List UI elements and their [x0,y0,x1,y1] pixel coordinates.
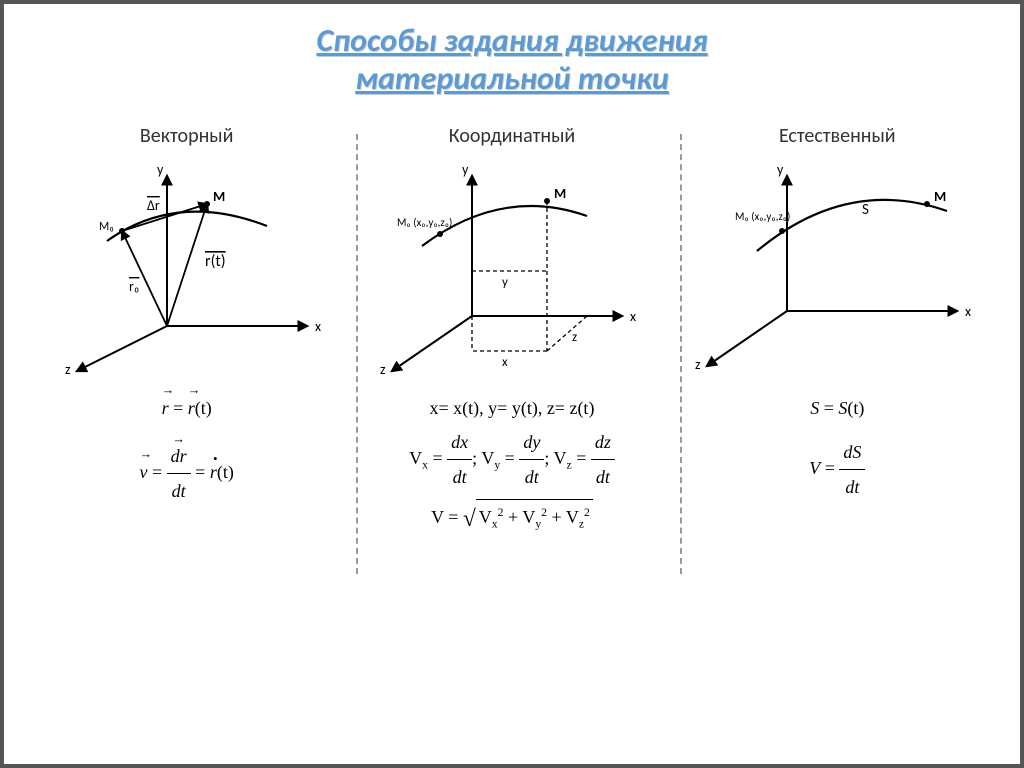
diagram-vector: x y z M₀ М Δr [37,156,337,376]
label-proj-y: y [502,275,508,290]
axis-z [707,311,787,366]
column-natural: Естественный x y z [675,124,1000,539]
slide-page: Способы задания движения материальной то… [0,0,1024,768]
subtitle-coordinate: Координатный [359,124,664,148]
dy: dy [519,425,544,460]
column-coordinate: Координатный x y z [349,124,674,539]
formula-r-eq: r = r(t) [34,391,339,425]
sym-r-rhs: r [188,391,195,425]
axis-x-label: x [315,318,321,335]
sym-S-lhs: S [810,398,819,418]
sym-rdot: r [210,455,217,489]
label-m0: M₀ [99,220,114,234]
num-dr: dr [171,439,187,473]
dt3: dt [591,460,615,494]
label-m0: M₀ (x₀,y₀,z₀) [735,210,790,223]
sym-r-lhs: r [162,391,169,425]
point-m [924,201,930,207]
point-m0 [437,231,443,237]
vector-rt [167,204,207,326]
Vmag: V [431,507,444,527]
diagram-natural: x y z M₀ (x₀,y₀,z₀) М S [687,156,987,376]
subtitle-vector: Векторный [34,124,339,148]
formulas-vector: r = r(t) v = dr dt = r(t) [34,391,339,509]
arg-t-1: (t) [195,398,212,418]
Vx2: V [479,507,492,527]
axis-z [392,316,472,371]
arg-t: (t) [847,398,864,418]
axis-x-label: x [630,308,636,325]
Vz-sub: z [567,458,572,471]
title-line-2: материальной точки [355,59,669,98]
label-proj-x: x [502,355,508,370]
title-line-1: Способы задания движения [316,21,707,60]
Vx-sub: x [422,458,428,471]
axis-y-label: y [777,161,784,178]
diagram-coordinate: x y z M₀ (x₀,y₀,z₀) М y x [362,156,662,376]
formula-velocity-components: Vx = dxdt; Vy = dydt; Vz = dzdt [359,425,664,494]
columns-container: Векторный x y z [4,124,1020,539]
label-s: S [862,201,869,219]
label-rt: r(t) [205,252,226,271]
Vz: V [554,448,567,468]
Vz2: V [566,507,579,527]
label-m: М [934,188,946,205]
axis-y-label: y [462,161,469,178]
column-vector: Векторный x y z [24,124,349,539]
label-r0: r₀ [129,278,139,295]
formula-v-eq: v = dr dt = r(t) [34,439,339,508]
Vy: V [481,448,494,468]
proj-to-x [547,316,587,351]
axis-z-label: z [695,356,701,373]
page-title: Способы задания движения материальной то… [4,22,1020,99]
point-m0 [779,228,785,234]
axis-y-label: y [157,161,164,178]
formula-vmag: V = √ Vx2 + Vy2 + Vz2 [359,494,664,538]
formulas-natural: S = S(t) V = dS dt [685,391,990,505]
point-m [204,201,210,207]
formulas-coordinate: x= x(t), y= y(t), z= z(t) Vx = dxdt; Vy … [359,391,664,539]
formula-xyz: x= x(t), y= y(t), z= z(t) [359,391,664,425]
arg-t-2: (t) [217,462,234,482]
label-m0: M₀ (x₀,y₀,z₀) [397,216,452,229]
frac-dSdt: dS dt [839,435,865,504]
sym-v: v [139,455,147,489]
axis-z-label: z [65,361,71,376]
frac-drdt: dr dt [167,439,191,508]
label-proj-z: z [572,330,577,345]
dt1: dt [447,460,472,494]
Vx: V [409,448,422,468]
axis-x-label: x [965,303,971,320]
trajectory-curve [107,211,267,240]
point-m0 [119,228,125,234]
den-dt: dt [167,474,191,508]
subtitle-natural: Естественный [685,124,990,148]
dt2: dt [519,460,544,494]
formula-s-eq: S = S(t) [685,391,990,425]
formula-v-eq-nat: V = dS dt [685,435,990,504]
num-dS: dS [839,435,865,470]
den-dt: dt [839,470,865,504]
trajectory-curve [757,200,947,251]
label-delta-r: Δr [147,197,160,214]
dx: dx [447,425,472,460]
dz: dz [591,425,615,460]
label-m: М [554,185,566,202]
vector-delta-r [122,204,207,231]
axis-z [77,326,167,371]
Vy2: V [522,507,535,527]
sym-V: V [809,458,820,478]
axis-z-label: z [380,361,386,376]
label-m: М [213,188,225,205]
Vy-sub: y [494,458,500,471]
